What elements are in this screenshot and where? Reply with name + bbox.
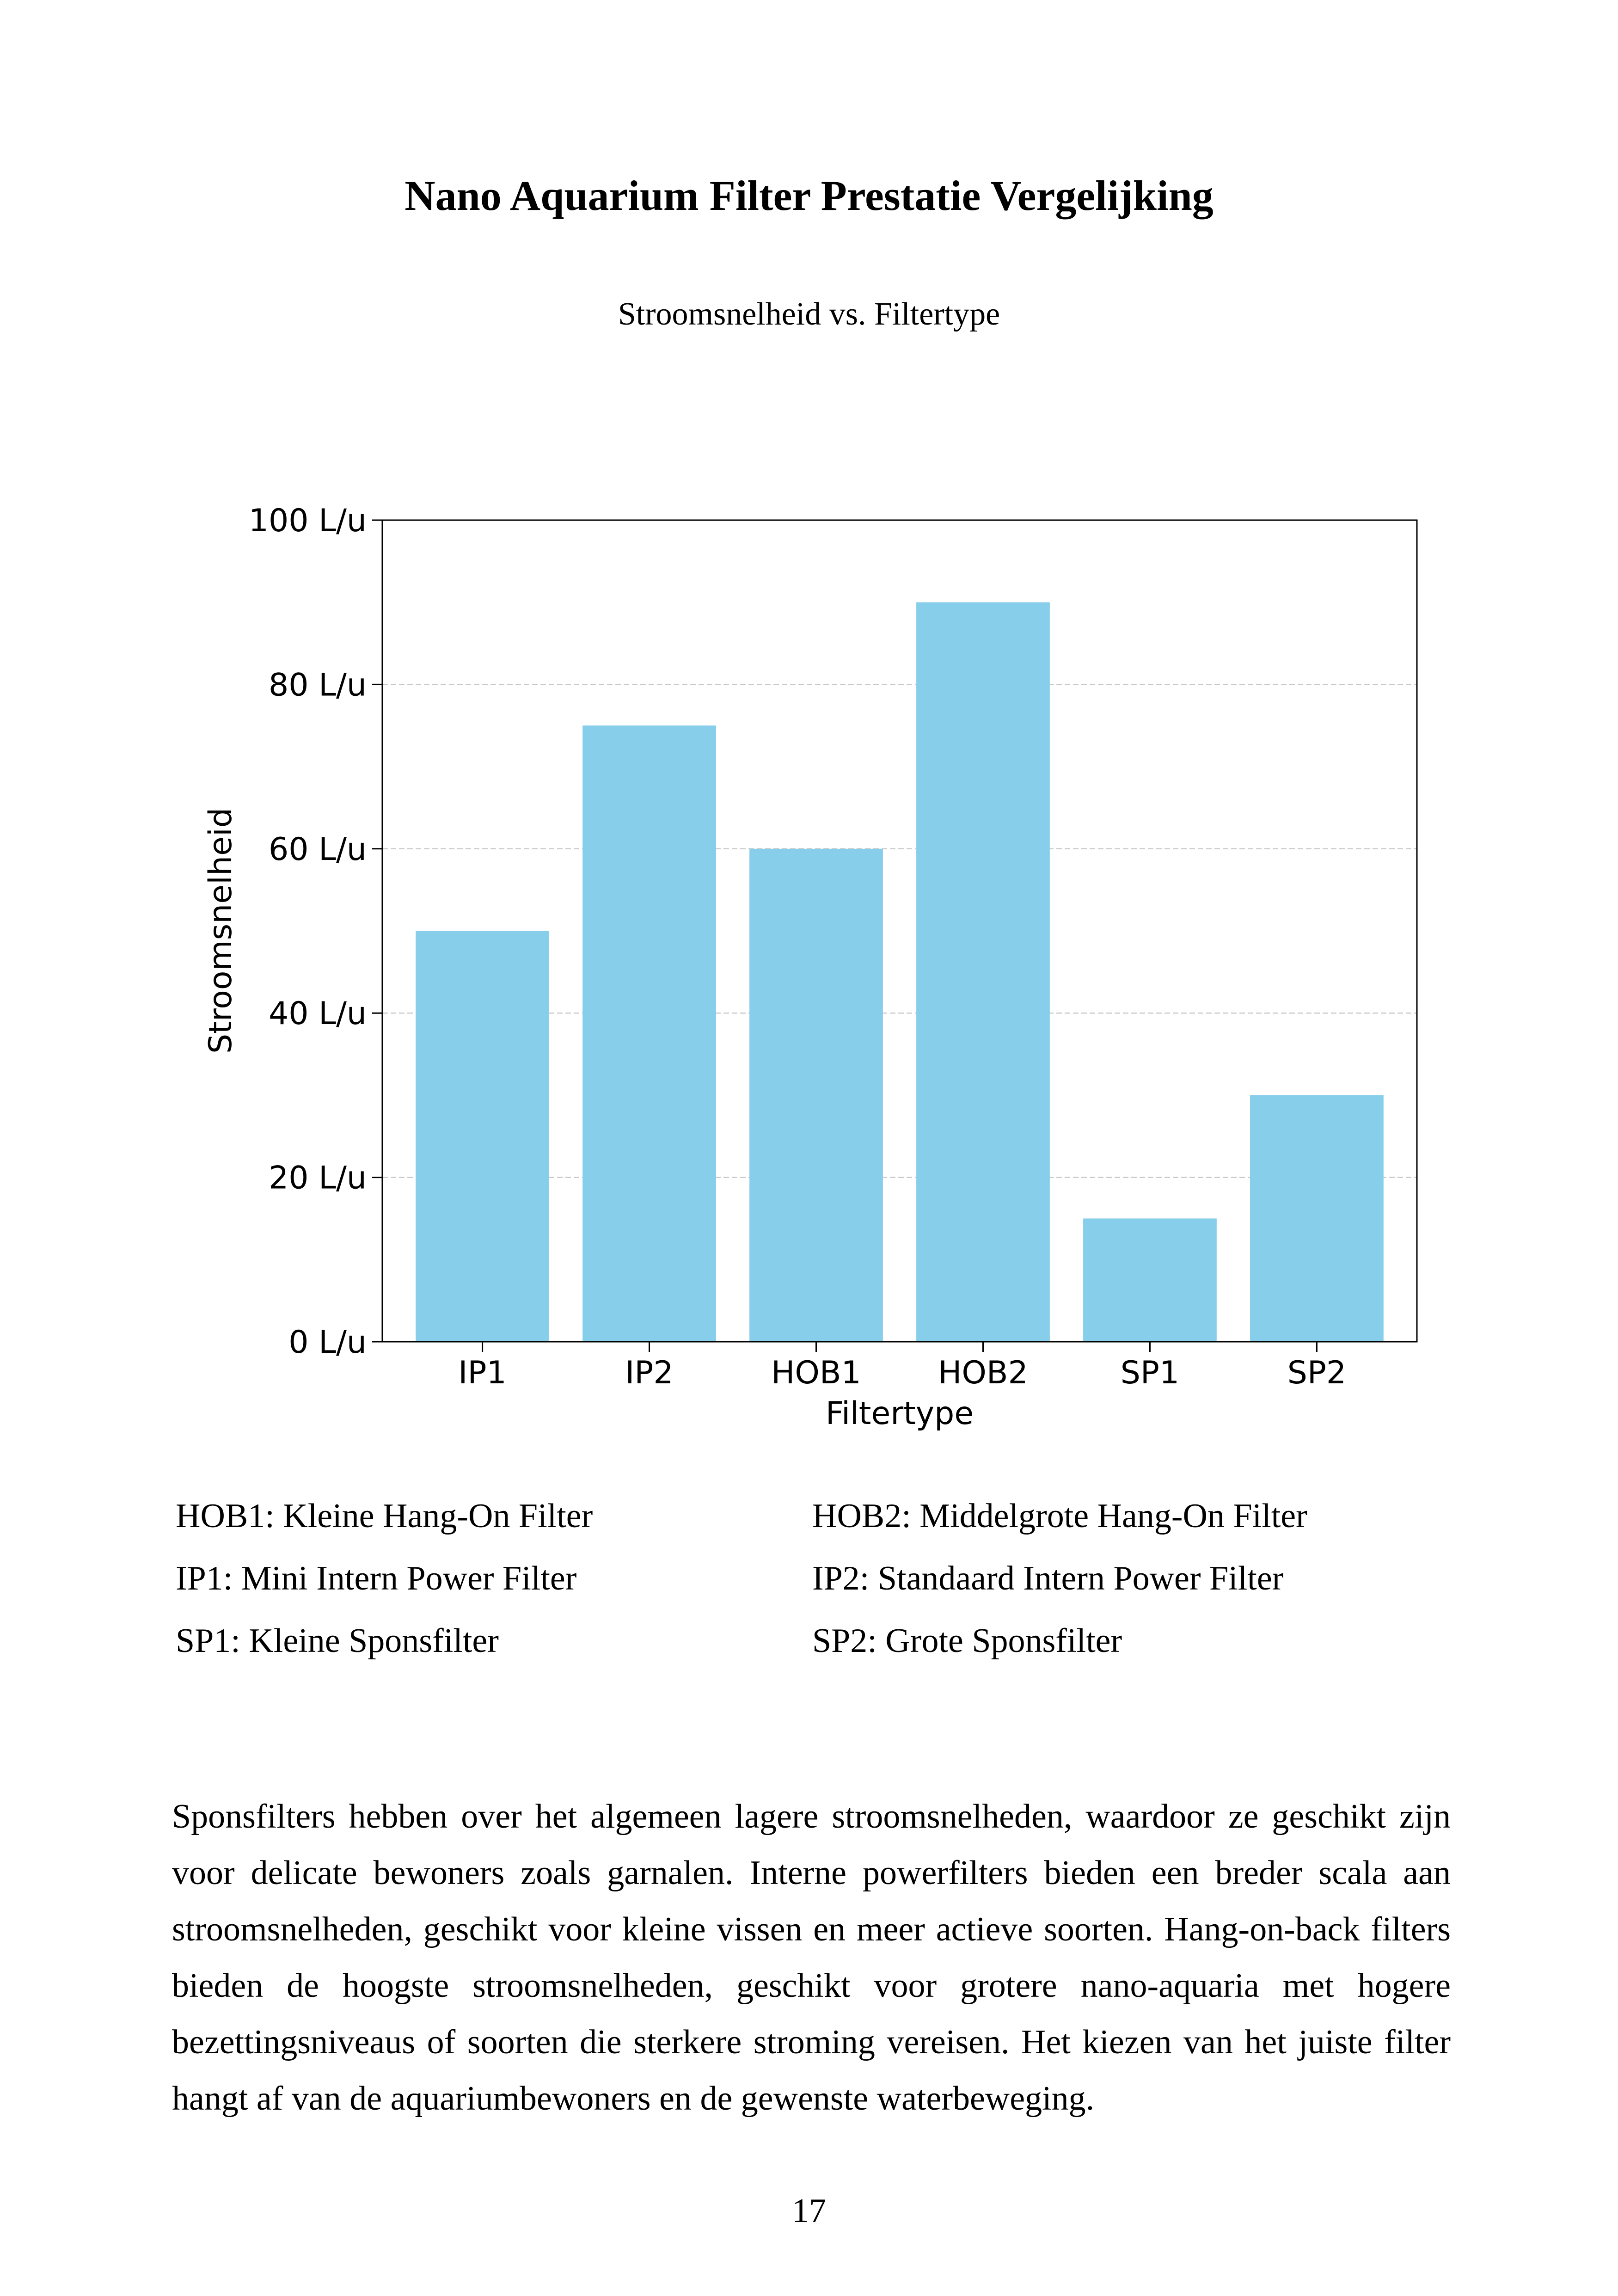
legend-item-sp1: SP1: Kleine Sponsfilter [176, 1622, 499, 1660]
legend-item-ip1: IP1: Mini Intern Power Filter [176, 1559, 577, 1597]
legend-item-sp2: SP2: Grote Sponsfilter [812, 1622, 1122, 1660]
bar-hob2 [916, 602, 1050, 1342]
legend-item-ip2: IP2: Standaard Intern Power Filter [812, 1559, 1284, 1597]
bars [416, 602, 1384, 1342]
document-subtitle: Stroomsnelheid vs. Filtertype [618, 296, 1000, 332]
y-tick-label: 100 L/u [249, 503, 367, 539]
x-tick-label: HOB1 [771, 1355, 861, 1391]
y-axis-ticks: 0 L/u 20 L/u 40 L/u 60 L/u 80 L/u 100 L/u [249, 503, 382, 1361]
bar-sp2 [1250, 1095, 1384, 1342]
bar-hob1 [749, 848, 883, 1342]
page-number: 17 [792, 2192, 826, 2230]
legend-item-hob2: HOB2: Middelgrote Hang-On Filter [812, 1497, 1307, 1535]
bar-chart: 0 L/u 20 L/u 40 L/u 60 L/u 80 L/u 100 L/u IP1… [202, 503, 1418, 1432]
bar-ip1 [416, 931, 549, 1342]
x-tick-label: IP2 [625, 1355, 673, 1391]
legend-item-hob1: HOB1: Kleine Hang-On Filter [176, 1497, 593, 1535]
y-tick-label: 80 L/u [269, 667, 367, 703]
y-tick-label: 40 L/u [269, 995, 367, 1032]
y-tick-label: 0 L/u [288, 1324, 367, 1361]
x-axis-label: Filtertype [826, 1395, 974, 1432]
grid-lines [382, 684, 1417, 1178]
x-axis-ticks: IP1 IP2 HOB1 HOB2 SP1 SP2 [458, 1342, 1346, 1391]
plot-frame [381, 519, 1418, 1343]
bar-sp1 [1083, 1218, 1217, 1342]
y-axis-label: Stroomsnelheid [202, 808, 239, 1054]
bar-ip2 [582, 725, 716, 1342]
x-tick-label: SP2 [1287, 1355, 1346, 1391]
x-tick-label: IP1 [458, 1355, 506, 1391]
x-tick-label: HOB2 [938, 1355, 1028, 1391]
y-tick-label: 20 L/u [269, 1160, 367, 1197]
body-paragraph: Sponsfilters hebben over het algemeen la… [172, 1798, 1451, 2118]
document-title: Nano Aquarium Filter Prestatie Vergelijk… [404, 172, 1214, 219]
y-tick-label: 60 L/u [269, 831, 367, 868]
x-tick-label: SP1 [1121, 1355, 1179, 1391]
